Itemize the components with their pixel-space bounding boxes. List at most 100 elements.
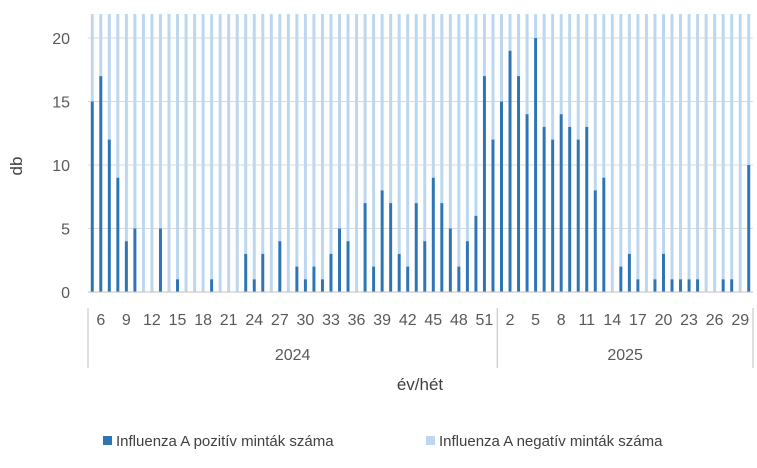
x-tick-label: 20: [655, 312, 673, 329]
bar-positive: [730, 279, 734, 292]
bar-positive: [423, 241, 427, 292]
bar-positive: [576, 139, 580, 292]
bar-negative: [252, 14, 256, 280]
bar-negative: [559, 14, 563, 115]
x-tick-label: 8: [557, 312, 566, 329]
bar-negative: [176, 14, 180, 280]
bar-positive: [568, 126, 572, 293]
bar-positive: [380, 190, 384, 292]
bar-negative: [312, 14, 316, 267]
bar-positive: [721, 279, 725, 292]
bar-negative: [730, 14, 734, 280]
bar-negative: [193, 14, 197, 292]
bar-negative: [329, 14, 333, 254]
bar-negative: [167, 14, 171, 292]
bar-negative: [551, 14, 555, 140]
bar-negative: [747, 14, 751, 165]
bar-negative: [227, 14, 231, 292]
bar-positive: [99, 76, 103, 292]
bar-negative: [414, 14, 418, 204]
bar-positive: [414, 203, 418, 292]
bar-negative: [696, 14, 700, 280]
bar-positive: [559, 114, 563, 292]
bar-positive: [278, 241, 282, 292]
bar-positive: [627, 253, 631, 292]
bar-positive: [696, 279, 700, 292]
bars: [90, 14, 751, 293]
bar-positive: [670, 279, 674, 292]
x-tick-label: 17: [629, 312, 647, 329]
x-tick-label: 24: [245, 312, 263, 329]
bar-positive: [602, 177, 606, 292]
legend: Influenza A pozitív minták száma Influen…: [103, 433, 663, 450]
bar-positive: [679, 279, 683, 292]
bar-negative: [670, 14, 674, 280]
bar-negative: [457, 14, 461, 267]
bar-positive: [448, 228, 452, 292]
bar-positive: [158, 228, 162, 292]
bar-positive: [116, 177, 120, 292]
bar-negative: [99, 14, 103, 77]
bar-negative: [372, 14, 376, 267]
bar-negative: [619, 14, 623, 267]
bar-negative: [158, 14, 162, 229]
bar-negative: [602, 14, 606, 178]
legend-swatch-negative: [426, 436, 435, 445]
bar-negative: [482, 14, 486, 77]
bar-negative: [661, 14, 665, 254]
bar-negative: [338, 14, 341, 229]
bar-negative: [235, 14, 239, 292]
bar-negative: [286, 14, 290, 292]
bar-positive: [320, 279, 324, 292]
bar-positive: [431, 177, 435, 292]
x-tick-label: 11: [578, 312, 595, 329]
bar-negative: [525, 14, 529, 115]
x-tick-label: 36: [348, 312, 366, 329]
x-tick-label: 9: [122, 312, 131, 329]
bar-negative: [380, 14, 384, 191]
gridlines: [88, 37, 753, 293]
x-tick-label: 5: [531, 312, 540, 329]
bar-positive: [661, 253, 665, 292]
legend-label-positive: Influenza A pozitív minták száma: [116, 433, 334, 450]
bar-negative: [644, 14, 648, 292]
y-tick-label: 5: [61, 222, 70, 239]
bar-positive: [397, 253, 401, 292]
bar-negative: [133, 14, 137, 229]
bar-positive: [457, 266, 461, 292]
bar-positive: [252, 279, 256, 292]
bar-negative: [423, 14, 427, 242]
bar-negative: [576, 14, 580, 140]
bar-positive: [261, 253, 265, 292]
bar-negative: [440, 14, 444, 204]
bar-positive: [585, 126, 589, 293]
bar-negative: [542, 14, 546, 127]
x-tick-label: 30: [297, 312, 315, 329]
x-tick-label: 23: [680, 312, 698, 329]
bar-negative: [389, 14, 393, 204]
y-axis-title: db: [7, 157, 26, 176]
y-tick-label: 20: [52, 31, 70, 48]
legend-swatch-positive: [103, 436, 112, 445]
bar-positive: [303, 279, 307, 292]
bar-negative: [355, 14, 359, 292]
bar-positive: [500, 101, 503, 292]
bar-positive: [107, 139, 111, 292]
bar-negative: [278, 14, 282, 242]
bar-positive: [363, 203, 367, 292]
bar-negative: [517, 14, 521, 77]
bar-positive: [653, 279, 657, 292]
x-axis-title: év/hét: [397, 375, 444, 394]
bar-negative: [704, 14, 708, 292]
bar-positive: [90, 101, 94, 292]
bar-positive: [551, 139, 555, 292]
x-tick-label: 18: [194, 312, 212, 329]
bar-negative: [593, 14, 597, 191]
bar-negative: [568, 14, 572, 127]
x-tick-label: 48: [450, 312, 468, 329]
bar-negative: [303, 14, 307, 280]
bar-positive: [440, 203, 444, 292]
bar-negative: [713, 14, 717, 292]
x-tick-label: 2: [506, 312, 515, 329]
bar-negative: [687, 14, 691, 280]
